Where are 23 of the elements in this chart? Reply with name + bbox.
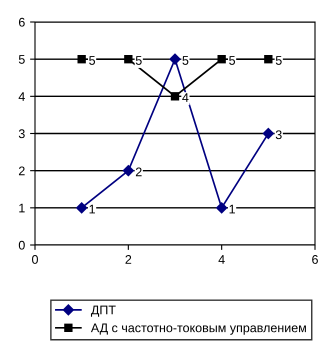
- data-label: 1: [230, 204, 235, 214]
- y-tick-label: 6: [18, 18, 25, 27]
- x-tick-label: 4: [218, 255, 225, 264]
- y-tick-label: 0: [18, 240, 25, 250]
- data-label: 4: [182, 93, 189, 102]
- y-tick-label: 2: [18, 166, 25, 176]
- y-tick-label: 1: [19, 204, 25, 212]
- data-label: 5: [229, 56, 236, 65]
- y-tick-label: 5: [18, 55, 25, 64]
- y-tick-label: 3: [18, 129, 25, 138]
- x-tick-label: 0: [32, 255, 38, 264]
- data-label: 5: [182, 56, 188, 65]
- y-tick-label: 4: [18, 92, 25, 101]
- data-label: 5: [89, 56, 96, 65]
- x-tick-label: 6: [312, 255, 318, 264]
- data-label: 2: [136, 167, 142, 176]
- data-label: 1: [90, 204, 95, 214]
- legend-label: АД с частотно-токовым управлением: [90, 324, 306, 335]
- data-label: 3: [276, 130, 282, 140]
- data-label: 5: [136, 56, 142, 65]
- x-tick-label: 2: [125, 255, 132, 264]
- legend-label: ДПТ: [90, 306, 116, 317]
- data-label: 5: [276, 56, 282, 65]
